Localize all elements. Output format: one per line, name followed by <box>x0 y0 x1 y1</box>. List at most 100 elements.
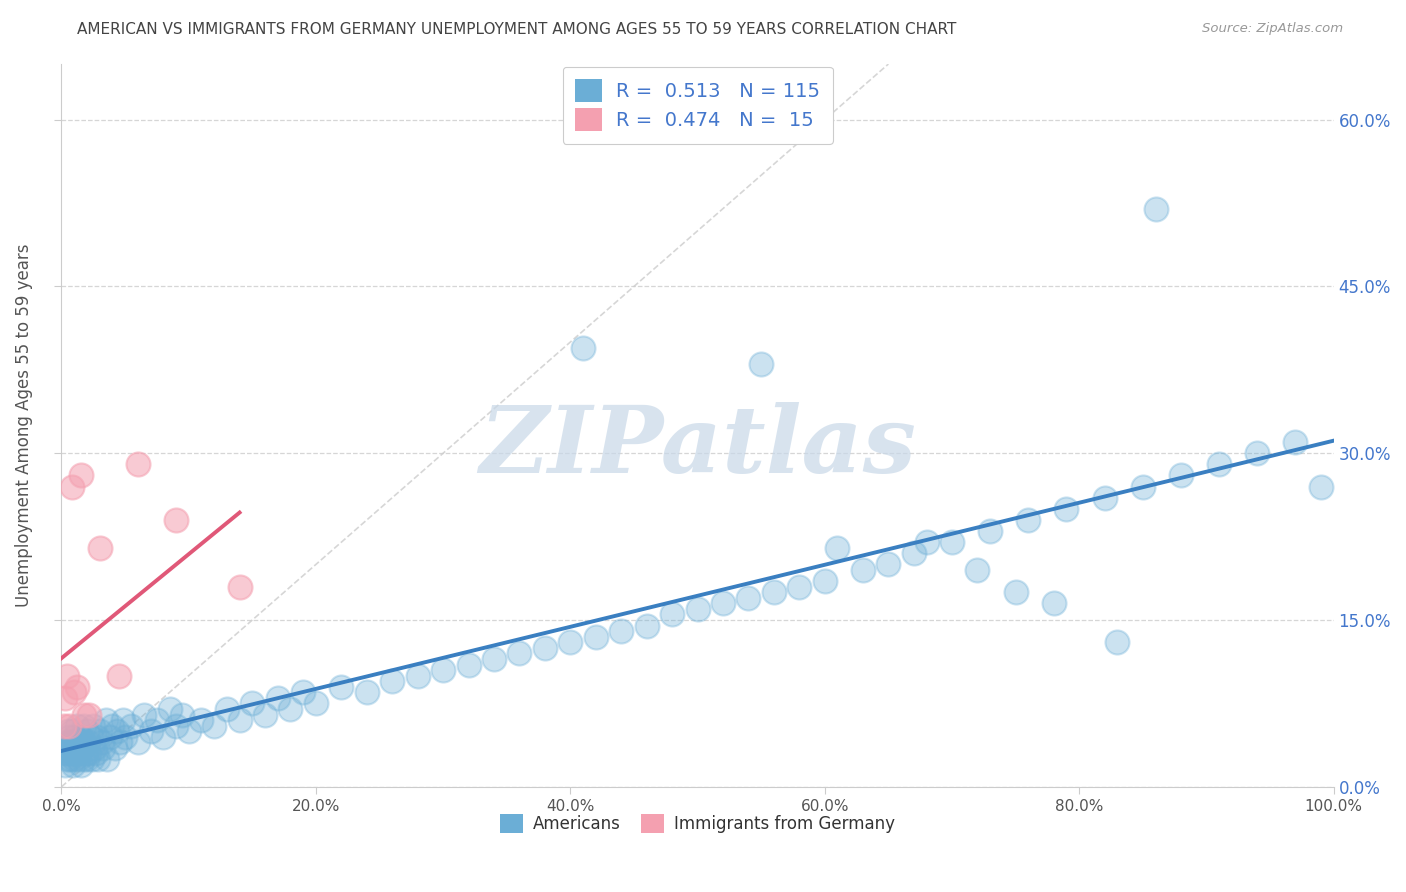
Point <box>84 747 107 761</box>
Point <box>534 640 557 655</box>
Point <box>66 719 89 733</box>
Point <box>79 707 101 722</box>
Point <box>87 752 110 766</box>
Point <box>267 690 290 705</box>
Point <box>190 713 212 727</box>
Point <box>107 724 129 739</box>
Point <box>1056 501 1078 516</box>
Point <box>139 724 162 739</box>
Text: Source: ZipAtlas.com: Source: ZipAtlas.com <box>1202 22 1343 36</box>
Point <box>1208 458 1230 472</box>
Point <box>292 685 315 699</box>
Point <box>55 668 77 682</box>
Point <box>69 757 91 772</box>
Point <box>228 580 250 594</box>
Point <box>67 747 90 761</box>
Point <box>1107 635 1129 649</box>
Point <box>66 680 89 694</box>
Point <box>86 730 108 744</box>
Point <box>253 707 276 722</box>
Point <box>73 707 96 722</box>
Point <box>903 546 925 560</box>
Point <box>560 635 582 649</box>
Point <box>58 740 80 755</box>
Point <box>59 735 82 749</box>
Point <box>228 713 250 727</box>
Point <box>76 724 98 739</box>
Point <box>63 752 86 766</box>
Point <box>127 735 149 749</box>
Point <box>457 657 479 672</box>
Point <box>827 541 849 555</box>
Point <box>58 719 80 733</box>
Point <box>73 719 96 733</box>
Point <box>661 607 683 622</box>
Point <box>56 724 79 739</box>
Text: ZIPatlas: ZIPatlas <box>479 402 917 492</box>
Point <box>381 674 404 689</box>
Point <box>66 740 89 755</box>
Point <box>1309 480 1331 494</box>
Legend: Americans, Immigrants from Germany: Americans, Immigrants from Germany <box>494 807 903 840</box>
Point <box>1004 585 1026 599</box>
Point <box>177 724 200 739</box>
Point <box>70 740 93 755</box>
Point <box>1246 446 1268 460</box>
Point <box>610 624 633 639</box>
Point <box>58 730 80 744</box>
Point <box>53 747 76 761</box>
Point <box>98 730 121 744</box>
Point <box>814 574 837 588</box>
Point <box>75 747 97 761</box>
Point <box>1284 435 1306 450</box>
Point <box>165 719 187 733</box>
Point <box>127 458 149 472</box>
Point <box>1094 491 1116 505</box>
Point <box>1144 202 1167 216</box>
Point <box>56 747 79 761</box>
Point <box>93 740 115 755</box>
Point <box>66 752 89 766</box>
Point <box>979 524 1001 538</box>
Point <box>1042 596 1064 610</box>
Point <box>432 663 454 677</box>
Point <box>107 668 129 682</box>
Point <box>65 747 87 761</box>
Point <box>72 752 94 766</box>
Point <box>83 740 105 755</box>
Point <box>94 713 117 727</box>
Point <box>69 468 91 483</box>
Point <box>91 735 114 749</box>
Point <box>55 735 77 749</box>
Point <box>89 541 111 555</box>
Point <box>62 735 84 749</box>
Point <box>915 535 938 549</box>
Point <box>111 713 134 727</box>
Point <box>55 752 77 766</box>
Point <box>1017 513 1039 527</box>
Point <box>152 730 174 744</box>
Point <box>172 707 194 722</box>
Point <box>101 719 124 733</box>
Point <box>114 730 136 744</box>
Point <box>96 752 118 766</box>
Point <box>508 646 530 660</box>
Point <box>60 724 83 739</box>
Point <box>63 685 86 699</box>
Point <box>406 668 429 682</box>
Point <box>852 563 875 577</box>
Point <box>104 740 127 755</box>
Point <box>73 735 96 749</box>
Point <box>585 630 607 644</box>
Point <box>762 585 785 599</box>
Point <box>240 697 263 711</box>
Point <box>737 591 759 605</box>
Point <box>165 513 187 527</box>
Point <box>749 357 772 371</box>
Point <box>159 702 181 716</box>
Point <box>80 730 103 744</box>
Point <box>572 341 595 355</box>
Point <box>63 730 86 744</box>
Point <box>330 680 353 694</box>
Point <box>80 752 103 766</box>
